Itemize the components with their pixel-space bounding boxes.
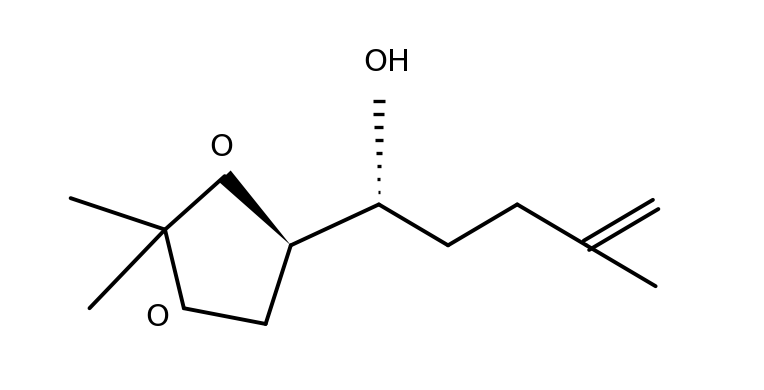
Text: OH: OH [363, 48, 410, 77]
Text: O: O [145, 303, 170, 332]
Text: O: O [209, 133, 234, 162]
Polygon shape [219, 170, 291, 245]
